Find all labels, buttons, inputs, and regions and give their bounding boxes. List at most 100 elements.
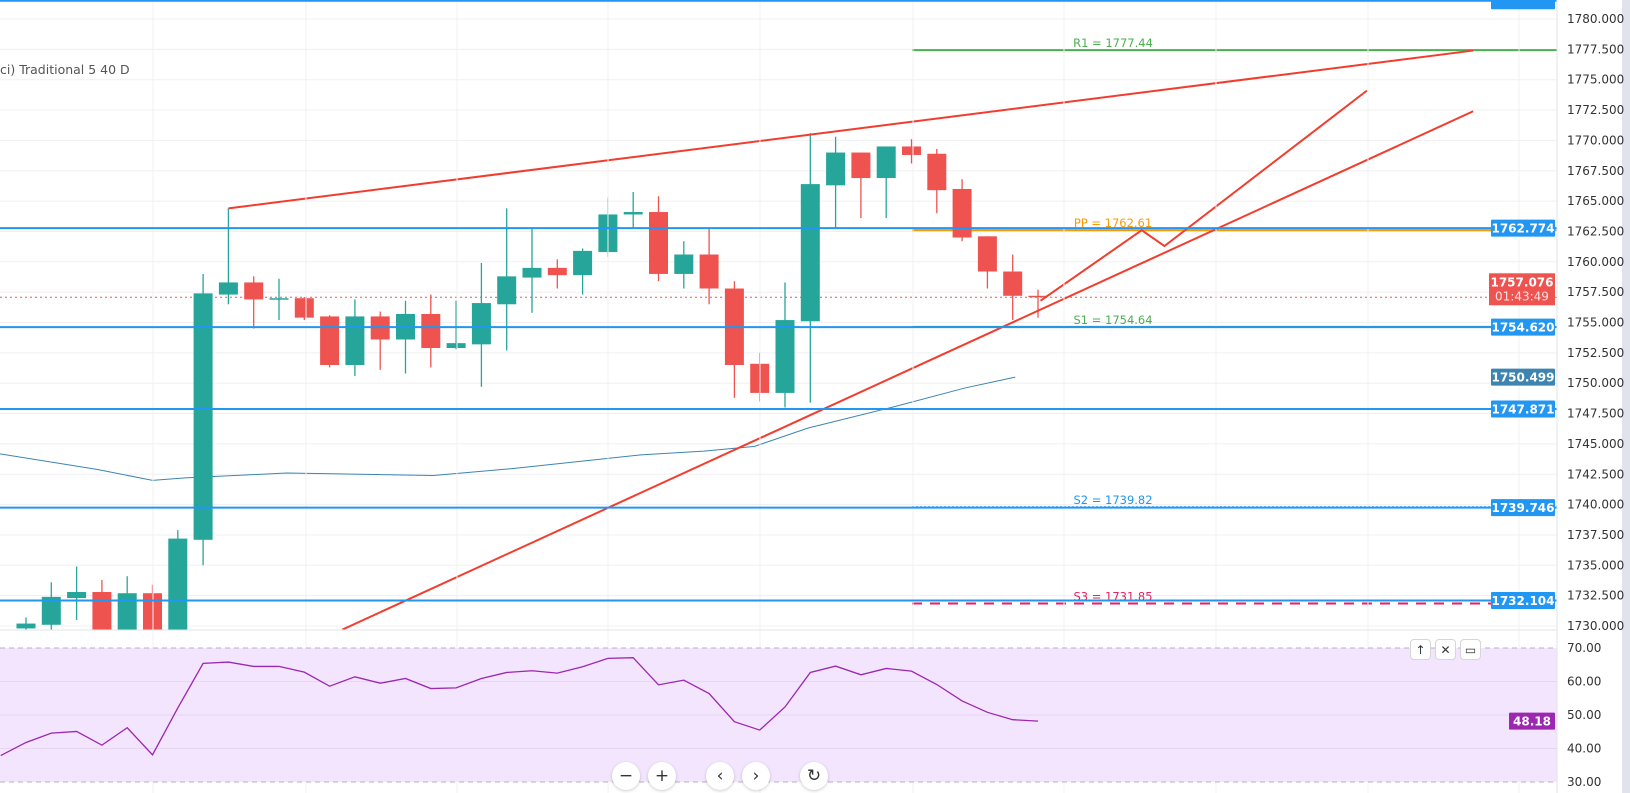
close-pane-button[interactable]: ✕ bbox=[1435, 639, 1456, 660]
pivot-label-r1: R1 = 1777.44 bbox=[1073, 36, 1153, 50]
maximize-pane-button[interactable]: ▭ bbox=[1460, 639, 1481, 660]
price-tag: 1732.104 bbox=[1491, 594, 1554, 608]
candle bbox=[876, 146, 896, 219]
trendline bbox=[1039, 89, 1368, 302]
price-tick-label: 1770.000 bbox=[1567, 133, 1624, 147]
candle-body bbox=[67, 592, 87, 599]
price-axis-bg bbox=[1557, 0, 1630, 793]
price-tick-label: 1762.500 bbox=[1567, 224, 1624, 238]
candle bbox=[952, 179, 972, 242]
rsi-value-tag: 48.18 bbox=[1513, 715, 1551, 729]
candle-body bbox=[446, 343, 466, 348]
candle bbox=[294, 297, 314, 321]
candle-body bbox=[826, 152, 846, 186]
candle-body bbox=[218, 282, 238, 295]
price-tick-label: 1752.500 bbox=[1567, 346, 1624, 360]
candle-body bbox=[902, 146, 921, 155]
price-tag-bg bbox=[1491, 400, 1555, 418]
candle-body bbox=[522, 267, 542, 278]
candle bbox=[497, 208, 517, 351]
ma-value-tag-bg bbox=[1491, 368, 1555, 386]
price-tick-label: 1735.000 bbox=[1567, 558, 1624, 572]
price-pane: R1 = 1777.44 PP = 1762.61 S1 = 1754.64 S2 =… bbox=[0, 18, 1557, 630]
candle bbox=[649, 196, 668, 282]
trendline bbox=[228, 49, 1474, 210]
candle bbox=[623, 191, 643, 228]
price-tag-bg bbox=[1491, 219, 1555, 237]
candle bbox=[345, 299, 365, 376]
candle-body bbox=[851, 152, 871, 179]
chart-navigation: − + ‹ › ↻ bbox=[612, 762, 828, 790]
price-tick-label: 1747.500 bbox=[1567, 407, 1624, 421]
candle bbox=[168, 530, 188, 630]
candle-body bbox=[345, 316, 365, 365]
candle bbox=[396, 300, 415, 374]
candle bbox=[244, 276, 264, 329]
candle-body bbox=[16, 623, 36, 629]
candle-body bbox=[952, 188, 972, 238]
candle-body bbox=[168, 538, 188, 630]
candle-body bbox=[674, 254, 694, 274]
price-tick-label: 1742.500 bbox=[1567, 467, 1624, 481]
candle bbox=[826, 136, 846, 228]
last-price-tag-bg bbox=[1489, 273, 1555, 306]
price-tick-label: 1780.000 bbox=[1567, 12, 1624, 26]
candle-body bbox=[471, 303, 491, 345]
pivot-indicator-label[interactable]: ci) Traditional 5 40 D bbox=[0, 62, 130, 77]
candle-body bbox=[623, 212, 643, 215]
candle-body bbox=[269, 298, 289, 300]
price-tag: 1747.871 bbox=[1491, 403, 1554, 417]
candle bbox=[67, 566, 87, 620]
price-tick-label: 1732.500 bbox=[1567, 589, 1624, 603]
candle-body bbox=[573, 250, 593, 276]
moving-average-line bbox=[0, 376, 1016, 481]
price-tick-label: 1775.000 bbox=[1567, 73, 1624, 87]
rsi-pane-controls: ↑ ✕ ▭ bbox=[1410, 639, 1481, 660]
price-tick-label: 1772.500 bbox=[1567, 103, 1624, 117]
ma-value-tag: 1750.499 bbox=[1491, 371, 1554, 385]
candle bbox=[851, 152, 871, 219]
price-tick-label: 1755.000 bbox=[1567, 316, 1624, 330]
scroll-left-button[interactable]: ‹ bbox=[706, 762, 734, 790]
candle bbox=[370, 311, 390, 370]
price-tag: 1754.620 bbox=[1491, 321, 1554, 335]
candle-body bbox=[244, 282, 264, 300]
candle bbox=[800, 133, 820, 403]
rsi-tick-label: 30.00 bbox=[1567, 775, 1601, 789]
candle bbox=[446, 300, 466, 350]
candle-body bbox=[1003, 271, 1023, 296]
candle bbox=[471, 263, 491, 387]
price-tick-label: 1730.000 bbox=[1567, 619, 1624, 633]
move-pane-up-button[interactable]: ↑ bbox=[1410, 639, 1431, 660]
candle bbox=[421, 294, 441, 368]
candle-body bbox=[649, 212, 668, 274]
scrollbar bbox=[1622, 0, 1630, 793]
candle-body bbox=[927, 153, 947, 191]
candle-body bbox=[320, 316, 340, 365]
candle bbox=[522, 227, 542, 313]
candle bbox=[674, 241, 694, 289]
candle bbox=[218, 208, 238, 305]
candle-body bbox=[775, 320, 795, 393]
candle bbox=[1028, 289, 1048, 318]
candle-body bbox=[193, 293, 213, 540]
zoom-in-button[interactable]: + bbox=[648, 762, 676, 790]
candle bbox=[902, 139, 921, 164]
candle bbox=[573, 248, 593, 295]
price-tag: 1762.774 bbox=[1491, 222, 1554, 236]
rsi-tick-label: 60.00 bbox=[1567, 675, 1601, 689]
candle-body bbox=[977, 236, 997, 272]
candle bbox=[724, 281, 744, 398]
price-tick-label: 1740.000 bbox=[1567, 498, 1624, 512]
rsi-value-tag-bg bbox=[1509, 712, 1555, 730]
price-tick-label: 1765.000 bbox=[1567, 194, 1624, 208]
scroll-right-button[interactable]: › bbox=[742, 762, 770, 790]
pivot-label-s1: S1 = 1754.64 bbox=[1073, 313, 1152, 327]
candle bbox=[320, 315, 340, 368]
candle bbox=[977, 236, 997, 289]
candle-body bbox=[800, 184, 820, 322]
zoom-out-button[interactable]: − bbox=[612, 762, 640, 790]
reset-chart-button[interactable]: ↻ bbox=[800, 762, 828, 790]
price-tag-bg bbox=[1491, 499, 1555, 517]
